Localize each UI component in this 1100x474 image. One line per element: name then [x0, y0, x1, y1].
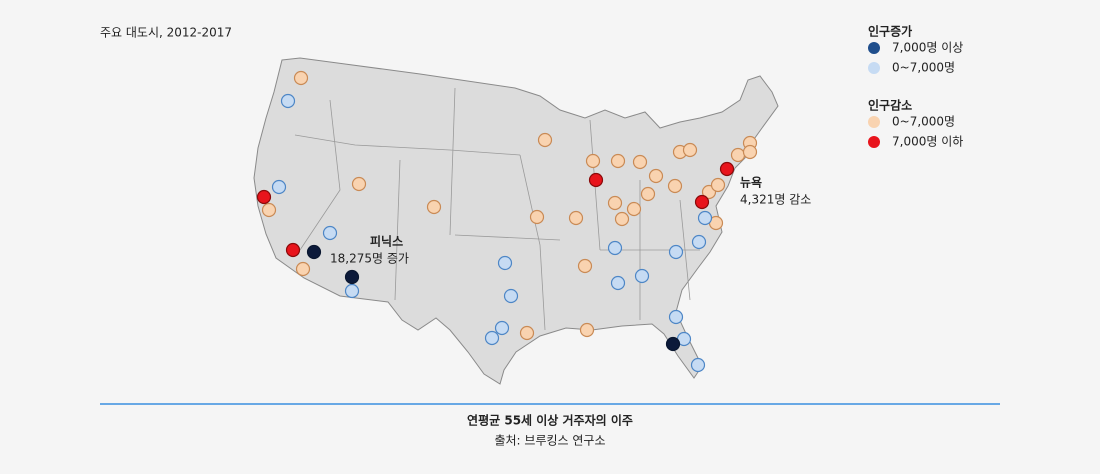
annotation-note: 4,321명 감소 [740, 193, 811, 207]
city-marker [697, 210, 713, 226]
city-marker [691, 234, 707, 250]
legend-label: 7,000명 이상 [892, 41, 963, 55]
city-marker [640, 186, 656, 202]
city-marker [634, 268, 650, 284]
markers [256, 70, 758, 373]
city-marker [668, 309, 684, 325]
city-marker [648, 168, 664, 184]
city-marker [293, 70, 309, 86]
footer-source: 출처: 브루킹스 연구소 [494, 434, 605, 448]
city-marker [519, 325, 535, 341]
city-marker [694, 194, 710, 210]
city-marker [271, 179, 287, 195]
legend-label: 0~7,000명 [892, 115, 955, 129]
city-marker [632, 154, 648, 170]
city-marker [667, 178, 683, 194]
annotation-note: 18,275명 증가 [330, 252, 409, 266]
city-marker [529, 209, 545, 225]
city-marker [579, 322, 595, 338]
city-marker [344, 283, 360, 299]
city-marker [690, 357, 706, 373]
city-marker [614, 211, 630, 227]
city-marker [710, 177, 726, 193]
legend-swatch [868, 62, 880, 74]
city-marker [256, 189, 272, 205]
city-marker [344, 269, 360, 285]
city-marker [426, 199, 442, 215]
legend-swatch [868, 42, 880, 54]
legend-swatch [868, 136, 880, 148]
legend-title: 인구감소 [868, 98, 912, 113]
city-marker [585, 153, 601, 169]
city-marker [537, 132, 553, 148]
city-marker [730, 147, 746, 163]
city-marker [588, 172, 604, 188]
city-marker [503, 288, 519, 304]
city-marker [285, 242, 301, 258]
legend-label: 7,000명 이하 [892, 135, 963, 149]
legend-title: 인구증가 [868, 24, 912, 39]
city-marker [351, 176, 367, 192]
city-marker [626, 201, 642, 217]
legend-label: 0~7,000명 [892, 61, 955, 75]
legend-swatch [868, 116, 880, 128]
annotation-city: 뉴욕 [740, 175, 762, 190]
city-marker [742, 144, 758, 160]
city-marker [322, 225, 338, 241]
city-marker [682, 142, 698, 158]
city-marker [719, 161, 735, 177]
city-marker [610, 275, 626, 291]
city-marker [497, 255, 513, 271]
city-marker [494, 320, 510, 336]
subtitle: 주요 대도시, 2012-2017 [100, 26, 232, 40]
city-marker [665, 336, 681, 352]
city-marker [607, 240, 623, 256]
city-marker [306, 244, 322, 260]
city-marker [607, 195, 623, 211]
city-marker [280, 93, 296, 109]
footer-title: 연평균 55세 이상 거주자의 이주 [467, 413, 633, 428]
city-marker [295, 261, 311, 277]
city-marker [668, 244, 684, 260]
annotation-city: 피닉스 [370, 234, 403, 249]
city-marker [610, 153, 626, 169]
city-marker [577, 258, 593, 274]
city-marker [261, 202, 277, 218]
city-marker [568, 210, 584, 226]
city-marker [484, 330, 500, 346]
